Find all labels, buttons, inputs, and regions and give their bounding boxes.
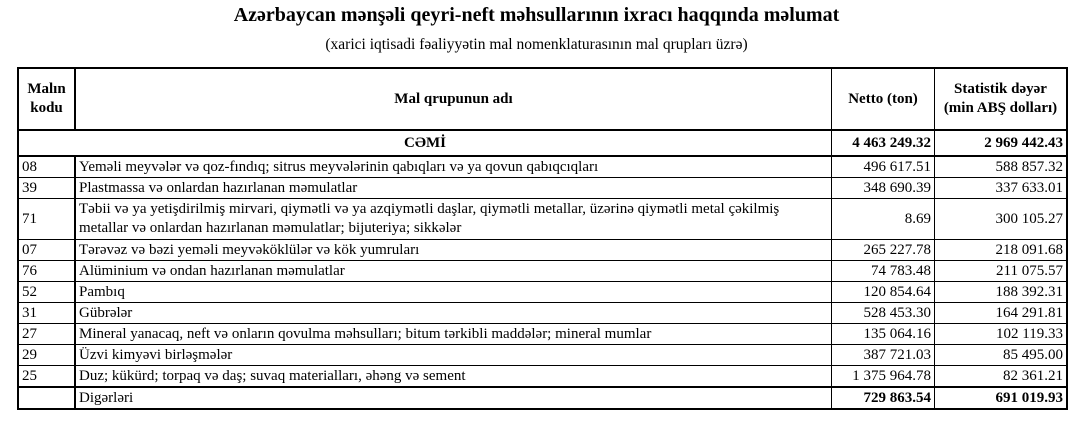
row-netto: 348 690.39 [831, 177, 935, 199]
row-name: Duz; kükürd; torpaq və daş; suvaq materi… [74, 365, 832, 388]
row-name: Pambıq [74, 281, 832, 303]
row-code: 08 [17, 155, 76, 178]
row-code [17, 386, 76, 410]
row-name: Yeməli meyvələr və qoz-fındıq; sitrus me… [74, 155, 832, 178]
row-code: 29 [17, 344, 76, 366]
table-row: 08 Yeməli meyvələr və qoz-fındıq; sitrus … [17, 155, 1068, 178]
table-row: 76 Alüminium və ondan hazırlanan məmulatl… [17, 260, 1068, 282]
row-netto: 729 863.54 [831, 386, 935, 410]
row-code: 27 [17, 323, 76, 345]
table-row: 25 Duz; kükürd; torpaq və daş; suvaq mate… [17, 365, 1068, 388]
table-row: 29 Üzvi kimyəvi birləşmələr 387 721.03 85 4… [17, 344, 1068, 366]
row-netto: 387 721.03 [831, 344, 935, 366]
row-value: 164 291.81 [934, 302, 1068, 324]
row-name: Gübrələr [74, 302, 832, 324]
header-code: Malın kodu [17, 67, 76, 131]
table-row: 39 Plastmassa və onlardan hazırlanan məmu… [17, 177, 1068, 199]
row-code: 31 [17, 302, 76, 324]
export-table: Malın kodu Mal qrupunun adı Netto (ton) … [17, 67, 1068, 410]
row-netto: 8.69 [831, 198, 935, 240]
row-name: Tərəvəz və bəzi yeməli meyvəköklülər və … [74, 239, 832, 261]
row-netto: 265 227.78 [831, 239, 935, 261]
row-code: 07 [17, 239, 76, 261]
row-value: 588 857.32 [934, 155, 1068, 178]
header-netto: Netto (ton) [831, 67, 935, 131]
row-value: 188 392.31 [934, 281, 1068, 303]
total-value: 2 969 442.43 [934, 129, 1068, 157]
row-netto: 496 617.51 [831, 155, 935, 178]
row-name: Mineral yanacaq, neft və onların qovulma… [74, 323, 832, 345]
row-code: 52 [17, 281, 76, 303]
row-value: 300 105.27 [934, 198, 1068, 240]
row-value: 102 119.33 [934, 323, 1068, 345]
row-netto: 1 375 964.78 [831, 365, 935, 388]
row-value: 218 091.68 [934, 239, 1068, 261]
page-subtitle: (xarici iqtisadi fəaliyyətin mal nomenkl… [325, 36, 748, 53]
row-name: Təbii və ya yetişdirilmiş mirvari, qiymə… [74, 198, 832, 240]
row-value: 337 633.01 [934, 177, 1068, 199]
total-netto: 4 463 249.32 [831, 129, 935, 157]
row-name: Alüminium və ondan hazırlanan məmulatlar [74, 260, 832, 282]
row-value: 211 075.57 [934, 260, 1068, 282]
row-code: 76 [17, 260, 76, 282]
row-netto: 74 783.48 [831, 260, 935, 282]
table-row: 07 Tərəvəz və bəzi yeməli meyvəköklülər v… [17, 239, 1068, 261]
row-code: 25 [17, 365, 76, 388]
table-row: 27 Mineral yanacaq, neft və onların qovul… [17, 323, 1068, 345]
row-value: 85 495.00 [934, 344, 1068, 366]
row-name: Üzvi kimyəvi birləşmələr [74, 344, 832, 366]
header-row: Malın kodu Mal qrupunun adı Netto (ton) … [17, 67, 1068, 131]
table-row: 52 Pambıq 120 854.64 188 392.31 [17, 281, 1068, 303]
row-name: Plastmassa və onlardan hazırlanan məmula… [74, 177, 832, 199]
header-value: Statistik dəyər (min ABŞ dolları) [934, 67, 1068, 131]
row-netto: 528 453.30 [831, 302, 935, 324]
row-netto: 120 854.64 [831, 281, 935, 303]
table-row: 31 Gübrələr 528 453.30 164 291.81 [17, 302, 1068, 324]
table-row: 71 Təbii və ya yetişdirilmiş mirvari, qiy… [17, 198, 1068, 240]
page-title: Azərbaycan mənşəli qeyri-neft məhsulları… [233, 4, 840, 26]
total-label: CƏMİ [17, 129, 832, 157]
row-value: 691 019.93 [934, 386, 1068, 410]
row-code: 71 [17, 198, 76, 240]
header-name: Mal qrupunun adı [74, 67, 832, 131]
total-row: CƏMİ 4 463 249.32 2 969 442.43 [17, 129, 1068, 157]
row-value: 82 361.21 [934, 365, 1068, 388]
row-netto: 135 064.16 [831, 323, 935, 345]
table-row-other: Digərləri 729 863.54 691 019.93 [17, 386, 1068, 410]
row-code: 39 [17, 177, 76, 199]
row-name: Digərləri [74, 386, 832, 410]
